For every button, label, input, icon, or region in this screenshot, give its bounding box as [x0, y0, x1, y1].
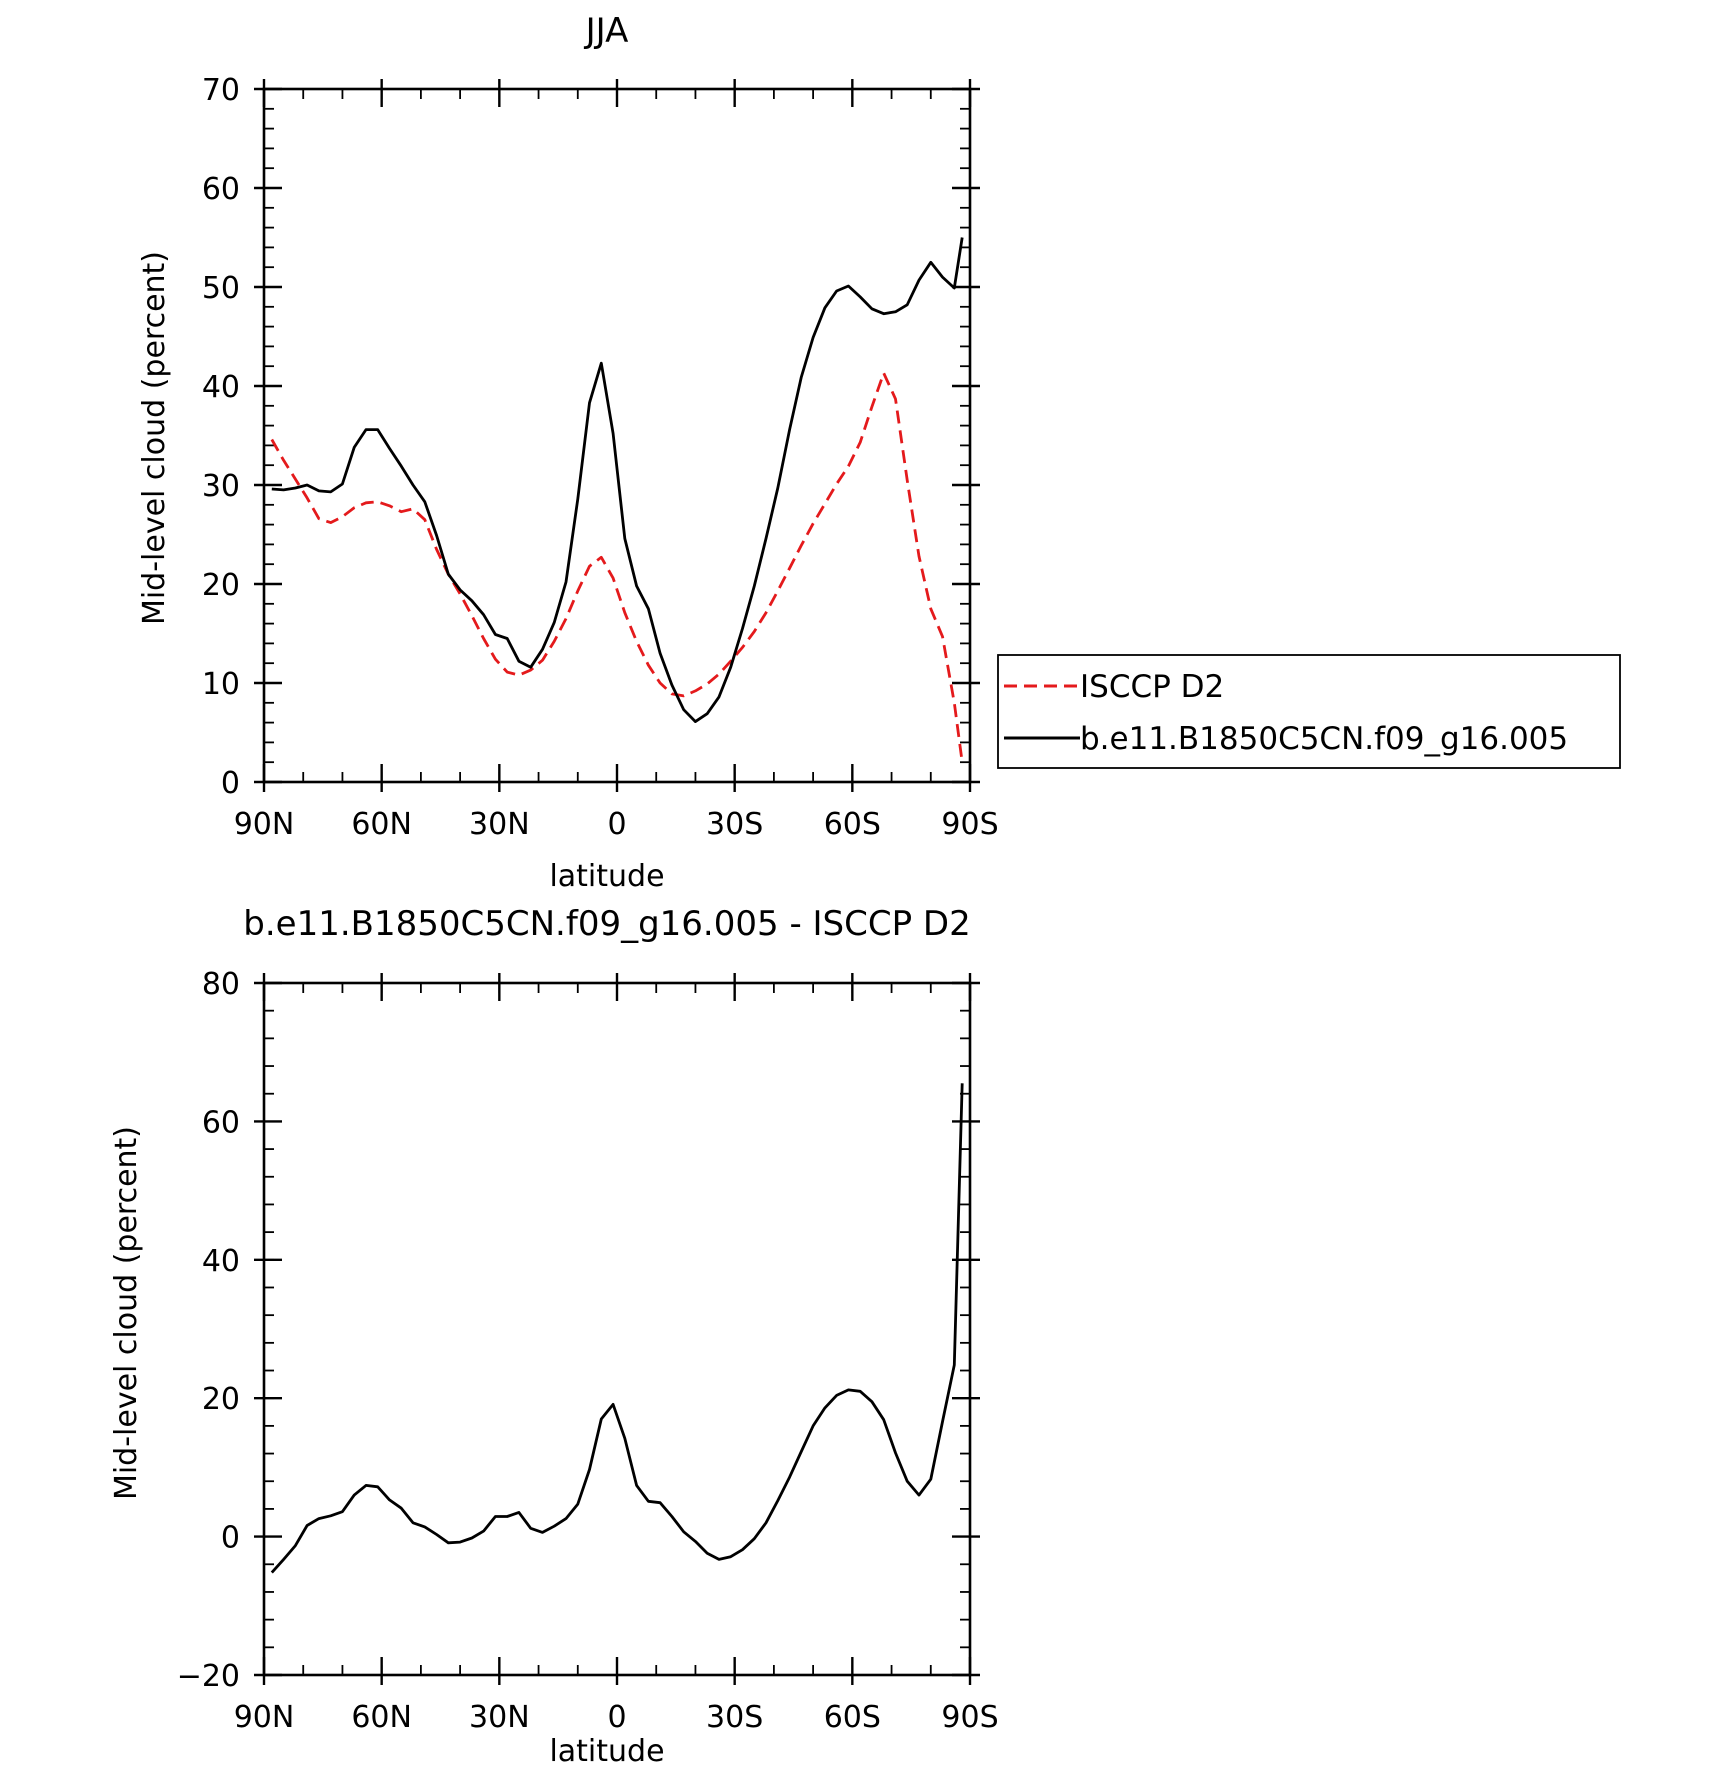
legend-label-model: b.e11.B1850C5CN.f09_g16.005 [1080, 721, 1568, 757]
series-line-isccp-d2 [270, 371, 964, 763]
x-axis-label: latitude [549, 1734, 664, 1769]
series-line-b-e11-b1850c5cn-f09-g16-005 [271, 237, 964, 723]
y-axis-label: Mid-level cloud (percent) [109, 1126, 144, 1500]
y-tick-label: 20 [202, 1382, 240, 1417]
chart-title: JJA [584, 11, 629, 51]
x-tick-label: 30N [469, 807, 530, 842]
panel-top: JJA Mid-level cloud (percent) latitude 0… [137, 11, 1621, 894]
y-tick-label: −20 [177, 1659, 240, 1694]
y-tick-label: 0 [221, 1521, 240, 1556]
y-tick-label: 60 [202, 1105, 240, 1140]
x-tick-label: 30S [706, 1700, 763, 1735]
x-tick-label: 30S [706, 807, 763, 842]
y-tick-label: 60 [202, 172, 240, 207]
axes-bottom: −20 0 20 40 60 80 90N 60N 30N 0 30S 60S 90S [177, 967, 999, 1735]
x-tick-label: 90S [941, 807, 998, 842]
legend-box [997, 654, 1621, 769]
x-tick-label: 60S [824, 1700, 881, 1735]
chart-title: b.e11.B1850C5CN.f09_g16.005 - ISCCP D2 [243, 904, 970, 944]
x-tick-label: 90N [234, 1700, 295, 1735]
x-tick-label: 0 [607, 1700, 626, 1735]
y-axis-label: Mid-level cloud (percent) [137, 251, 172, 625]
legend: ISCCP D2 b.e11.B1850C5CN.f09_g16.005 [997, 654, 1621, 769]
x-tick-label: 90N [234, 807, 295, 842]
series-line-difference [270, 1083, 964, 1574]
y-tick-label: 50 [202, 271, 240, 306]
y-tick-label: 30 [202, 469, 240, 504]
legend-label-isccp: ISCCP D2 [1080, 669, 1224, 705]
y-tick-label: 80 [202, 967, 240, 1002]
y-tick-label: 70 [202, 73, 240, 108]
x-axis-label: latitude [549, 859, 664, 894]
x-tick-label: 60N [351, 1700, 412, 1735]
x-tick-label: 90S [941, 1700, 998, 1735]
y-tick-label: 40 [202, 1244, 240, 1279]
y-tick-label: 40 [202, 370, 240, 405]
y-tick-label: 20 [202, 568, 240, 603]
axes-top: 0 10 20 30 40 50 60 70 90N 60N 30N 0 30S 60S 90S [202, 73, 999, 842]
y-tick-label: 10 [202, 667, 240, 702]
x-tick-label: 60S [824, 807, 881, 842]
x-tick-label: 30N [469, 1700, 530, 1735]
y-tick-label: 0 [221, 766, 240, 801]
x-tick-label: 0 [607, 807, 626, 842]
panel-bottom: b.e11.B1850C5CN.f09_g16.005 - ISCCP D2 M… [109, 904, 999, 1769]
series-group-top [270, 237, 964, 763]
series-group-bottom [270, 1083, 964, 1574]
x-tick-label: 60N [351, 807, 412, 842]
